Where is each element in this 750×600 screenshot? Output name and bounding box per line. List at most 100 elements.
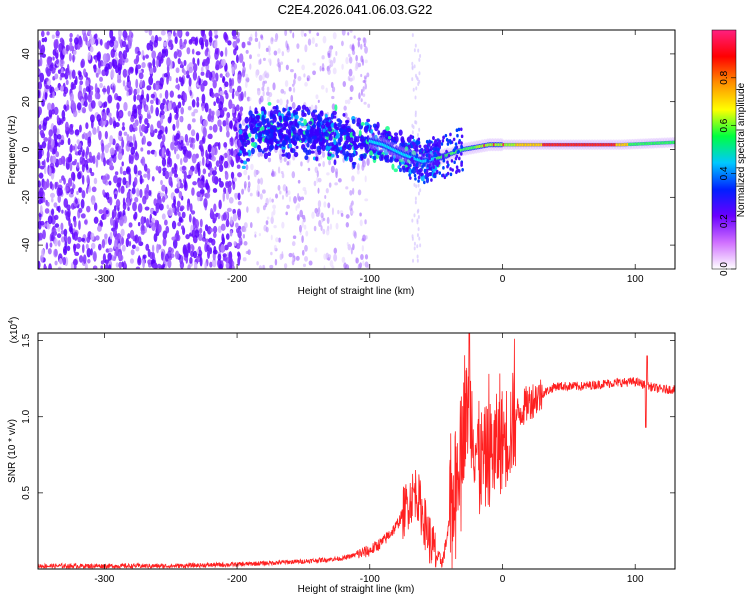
spectrogram-cell (278, 128, 283, 134)
spectrogram-cell (119, 216, 124, 227)
spectrogram-cell (335, 222, 339, 230)
spectrogram-cell (320, 225, 323, 232)
spectrogram-cell (76, 139, 81, 145)
spectrogram-cell (356, 122, 360, 127)
spectrogram-cell (293, 78, 296, 85)
spectrogram-cell (79, 156, 84, 164)
spectrogram-cell (103, 157, 106, 167)
spectrogram-cell (325, 118, 329, 122)
spectrogram-cell (414, 113, 417, 118)
spectrogram-cell (186, 150, 192, 159)
spectrogram-cell (350, 153, 356, 158)
spectrogram-cell (337, 122, 342, 128)
spectrogram-cell (319, 110, 324, 117)
colorbar-tick-label: 0.6 (719, 118, 730, 132)
spectrogram-cell (341, 30, 346, 36)
spectrogram-cell (38, 199, 42, 205)
spectrogram-cell (214, 166, 217, 171)
spectrogram-cell (227, 154, 232, 161)
spectrogram-cell (174, 36, 178, 45)
spectrogram-cell (317, 113, 321, 121)
spectrogram-cell (308, 260, 313, 266)
spectrogram-cell (420, 156, 423, 160)
spectrogram-cell (135, 78, 139, 89)
spectrogram-cell (242, 160, 248, 165)
spectrogram-cell (133, 176, 138, 186)
spectrogram-cell (173, 199, 177, 207)
spectrogram-cell (399, 142, 405, 148)
spectrogram-cell (80, 98, 84, 105)
spectrogram-cell (142, 195, 147, 205)
spectrogram-cell (458, 156, 461, 161)
spectrogram-cell (342, 113, 346, 117)
spectrogram-cell (279, 143, 283, 147)
spectrogram-cell (254, 107, 258, 114)
spectrogram-cell (259, 58, 262, 65)
spectrogram-cell (417, 48, 420, 53)
colorbar-tick-label: 0.4 (719, 166, 730, 180)
spectrogram-cell (412, 163, 416, 167)
spectrogram-cell (194, 219, 200, 229)
spectrogram-cell (256, 117, 260, 123)
spectrogram-cell (238, 236, 243, 246)
spectrogram-cell (145, 217, 150, 228)
spectrogram-cell (291, 241, 296, 247)
spectrogram-cell (273, 50, 278, 56)
spectrogram-cell (57, 239, 61, 247)
spectrogram-cell (299, 117, 304, 121)
spectrogram-cell (129, 124, 134, 133)
spectrogram-cell (162, 171, 166, 177)
spectrogram-cell (438, 144, 441, 148)
spectrogram-cell (152, 65, 157, 73)
spectrogram-cell (69, 162, 73, 172)
spectrogram-cell (208, 172, 211, 177)
spectrogram-cell (303, 118, 307, 126)
spectrogram-cell (247, 181, 251, 188)
spectrogram-cell (440, 142, 444, 146)
spectrogram-cell (67, 157, 73, 163)
spectrogram-cell (419, 188, 422, 193)
spectrogram-cell (105, 210, 109, 215)
spectrogram-cell (269, 110, 274, 118)
spectrogram-cell (215, 109, 221, 117)
spectrogram-cell (127, 40, 132, 50)
spectrogram-cell (57, 266, 62, 269)
spectrogram-cell (366, 158, 370, 166)
snr-line (38, 333, 675, 569)
spectrogram-cell (258, 74, 263, 82)
spectrogram-cell (349, 137, 354, 144)
spectrogram-cell (333, 56, 336, 64)
spectrogram-cell (314, 207, 319, 214)
spectrogram-cell (315, 213, 320, 217)
spectrogram-cell (180, 61, 183, 69)
spectrogram-cell (172, 238, 178, 249)
spectrogram-cell (411, 77, 414, 82)
spectrogram-cell (212, 232, 217, 238)
spectrogram-cell (215, 60, 221, 70)
spectrogram-cell (345, 135, 351, 140)
spectrogram-cell (419, 243, 422, 248)
spectrogram-cell (74, 263, 77, 269)
spectrogram-cell (147, 170, 151, 181)
spectrogram-cell (345, 222, 350, 228)
spectrogram-cell (62, 48, 67, 56)
spectrogram-cell (444, 133, 448, 138)
spectrogram-cell (434, 160, 438, 165)
spectrogram-cell (137, 106, 142, 116)
spectrogram-cell (409, 163, 412, 168)
spectrogram-cell (449, 172, 453, 177)
spectrogram-cell (72, 258, 78, 266)
spectrogram-cell (257, 178, 261, 185)
spectrogram-cell (278, 237, 281, 243)
spectrogram-cell (82, 32, 87, 42)
spectrogram-cell (322, 217, 326, 222)
spectrogram-cell (160, 110, 165, 116)
spectrogram-cell (301, 64, 305, 71)
spectrogram-cell (180, 106, 184, 115)
spectrogram-cell (45, 242, 49, 250)
spectrogram-cell (161, 157, 167, 167)
spectrogram-cell (227, 241, 233, 247)
spectrogram-cell (460, 163, 463, 167)
spectrogram-cell (237, 251, 241, 257)
spectrogram-cell (239, 106, 244, 112)
